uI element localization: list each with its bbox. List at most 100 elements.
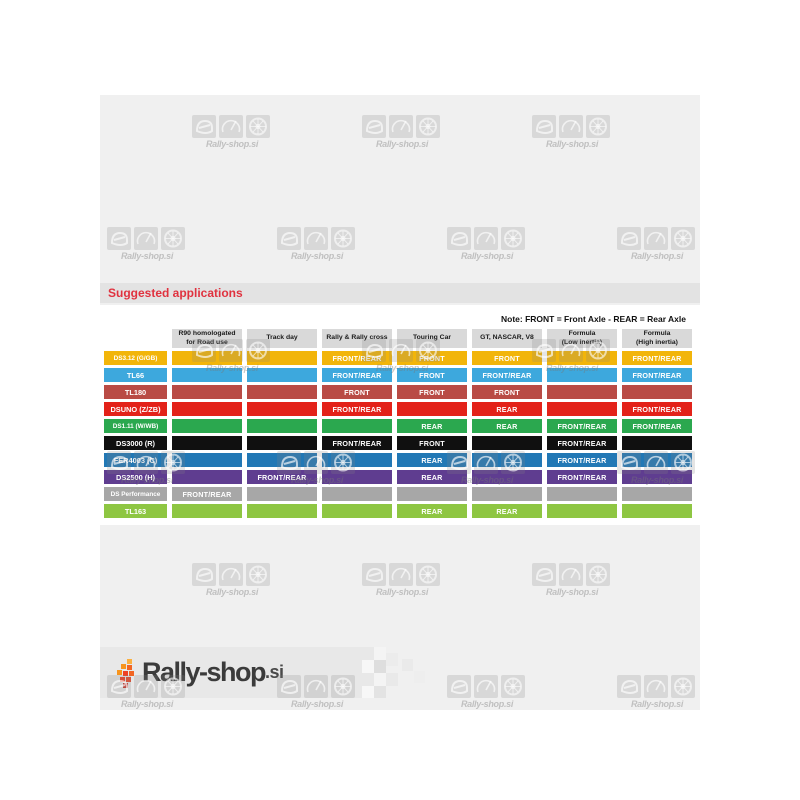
watermark-text: Rally-shop.si — [120, 251, 174, 261]
column-header: Touring Car — [397, 329, 467, 348]
applications-table-block: Note: FRONT = Front Axle - REAR = Rear A… — [100, 305, 700, 525]
wheel-icon — [586, 115, 610, 138]
column-header: GT, NASCAR, V8 — [472, 329, 542, 348]
compound-label: TL180 — [104, 385, 167, 399]
compound-label: TL66 — [104, 368, 167, 382]
application-cell — [472, 487, 542, 501]
rally-shop-watermark: Rally-shop.si — [192, 115, 272, 151]
application-cell: FRONT — [397, 385, 467, 399]
compound-label: DS Performance — [104, 487, 167, 501]
application-cell: FRONT/REAR — [472, 368, 542, 382]
application-cell — [547, 385, 617, 399]
application-cell: REAR — [472, 504, 542, 518]
watermark-text: Rally-shop.si — [545, 587, 599, 597]
gauge-icon — [559, 115, 583, 138]
compound-label: TL163 — [104, 504, 167, 518]
watermark-text: Rally-shop.si — [290, 251, 344, 261]
gauge-icon — [219, 115, 243, 138]
application-cell: FRONT/REAR — [547, 470, 617, 484]
column-header: R90 homologated for Road use — [172, 329, 242, 348]
wheel-icon — [501, 675, 525, 698]
wheel-icon — [671, 675, 695, 698]
application-cell: FRONT — [397, 351, 467, 365]
application-cell — [472, 436, 542, 450]
compound-label: DS3.12 (G/GB) — [104, 351, 167, 365]
gauge-icon — [474, 227, 498, 250]
rally-shop-watermark: Rally-shop.si — [277, 227, 357, 263]
gauge-icon — [389, 563, 413, 586]
helmet-icon — [362, 115, 386, 138]
application-cell: REAR — [397, 504, 467, 518]
application-cell — [172, 368, 242, 382]
application-cell — [247, 504, 317, 518]
wheel-icon — [246, 563, 270, 586]
application-cell: REAR — [397, 470, 467, 484]
application-cell — [622, 453, 692, 467]
watermark-text: Rally-shop.si — [120, 699, 174, 709]
application-cell — [247, 402, 317, 416]
application-cell — [172, 470, 242, 484]
application-cell — [622, 487, 692, 501]
compound-label: DS2500 (H) — [104, 470, 167, 484]
application-cell — [322, 419, 392, 433]
rally-shop-watermark: Rally-shop.si — [107, 227, 187, 263]
application-cell — [247, 385, 317, 399]
application-cell — [547, 504, 617, 518]
watermark-text: Rally-shop.si — [460, 251, 514, 261]
application-cell: FRONT — [472, 351, 542, 365]
helmet-icon — [107, 227, 131, 250]
wheel-icon — [671, 227, 695, 250]
watermark-text: Rally-shop.si — [545, 139, 599, 149]
gauge-icon — [134, 227, 158, 250]
gauge-icon — [644, 675, 668, 698]
application-cell — [472, 470, 542, 484]
application-cell: FRONT/REAR — [547, 436, 617, 450]
application-cell — [472, 453, 542, 467]
application-cell: FRONT/REAR — [322, 436, 392, 450]
compound-label: DS1.11 (W/WB) — [104, 419, 167, 433]
footer-logo-bar: Rally-shop .si — [100, 647, 362, 698]
application-cell — [547, 402, 617, 416]
application-cell — [172, 351, 242, 365]
gauge-icon — [304, 227, 328, 250]
application-cell — [247, 419, 317, 433]
application-cell: FRONT — [322, 385, 392, 399]
application-cell — [247, 487, 317, 501]
section-heading-bar: Suggested applications — [100, 283, 700, 303]
application-cell — [622, 385, 692, 399]
column-header: Rally & Rally cross — [322, 329, 392, 348]
application-cell: REAR — [472, 419, 542, 433]
helmet-icon — [447, 227, 471, 250]
compound-label: DS3000 (R) — [104, 436, 167, 450]
helmet-icon — [617, 675, 641, 698]
application-cell: FRONT/REAR — [547, 419, 617, 433]
footer-brand-text: Rally-shop — [142, 657, 267, 687]
compound-label: DSUNO (Z/ZB) — [104, 402, 167, 416]
application-cell: REAR — [472, 402, 542, 416]
application-cell — [547, 368, 617, 382]
application-cell — [172, 419, 242, 433]
application-cell: FRONT/REAR — [172, 487, 242, 501]
application-cell — [397, 402, 467, 416]
application-cell: FRONT/REAR — [622, 368, 692, 382]
application-cell — [322, 470, 392, 484]
watermark-text: Rally-shop.si — [375, 139, 429, 149]
helmet-icon — [617, 227, 641, 250]
rally-shop-watermark: Rally-shop.si — [532, 115, 612, 151]
watermark-text: Rally-shop.si — [205, 139, 259, 149]
application-cell — [172, 436, 242, 450]
column-header: Track day — [247, 329, 317, 348]
column-header: Formula (High inertia) — [622, 329, 692, 348]
application-cell — [172, 385, 242, 399]
rally-shop-watermark: Rally-shop.si — [362, 115, 442, 151]
application-cell — [247, 351, 317, 365]
compound-label: FER4003 (C) — [104, 453, 167, 467]
watermark-text: Rally-shop.si — [375, 587, 429, 597]
applications-table: R90 homologated for Road use Track day Ral… — [104, 329, 692, 518]
application-cell: REAR — [397, 453, 467, 467]
helmet-icon — [192, 115, 216, 138]
application-cell: FRONT — [472, 385, 542, 399]
watermark-text: Rally-shop.si — [630, 251, 684, 261]
checkered-flag-icon — [362, 647, 425, 698]
